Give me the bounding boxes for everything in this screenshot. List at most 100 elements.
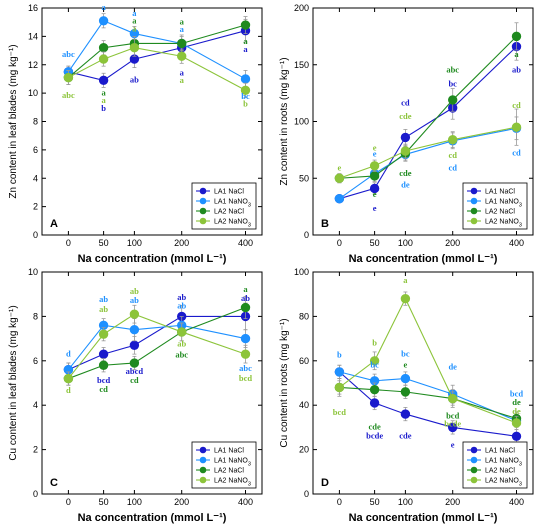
legend-marker [199, 187, 207, 195]
legend-marker [470, 207, 478, 215]
significance-letter: cd [401, 98, 410, 108]
data-point [369, 398, 380, 408]
data-point [400, 373, 411, 384]
panel-letter: D [321, 477, 329, 489]
significance-letter: b [243, 99, 248, 109]
data-point [129, 325, 140, 335]
significance-letter: abc [62, 49, 75, 59]
significance-letter: bc [370, 359, 379, 369]
legend-label: LA1 NaCl [214, 448, 244, 455]
significance-letter: ab [512, 65, 521, 75]
y-tick-label: 0 [33, 230, 38, 240]
plot-frame [312, 271, 534, 495]
series-la2-nano3 [63, 38, 251, 98]
y-tick-label: 6 [33, 145, 38, 155]
significance-letter: a [132, 16, 137, 26]
data-point [63, 373, 74, 384]
x-axis-title: Na concentration (mmol L⁻¹) [78, 253, 227, 265]
data-point [334, 367, 345, 377]
data-point [240, 20, 251, 30]
x-tick-label: 400 [509, 238, 524, 248]
data-point [98, 75, 109, 86]
series-line [339, 297, 517, 424]
data-point [240, 85, 251, 95]
legend-marker [199, 217, 207, 225]
significance-letter: b [101, 103, 106, 113]
series-line [68, 315, 246, 371]
series-la2-nacl [334, 22, 522, 184]
significance-letter: bcde [366, 431, 383, 441]
y-tick-label: 8 [33, 117, 38, 127]
significance-letter: e [373, 149, 377, 159]
data-point [448, 95, 458, 105]
legend-marker [199, 466, 207, 474]
legend-marker [470, 197, 478, 205]
y-tick-label: 12 [28, 60, 38, 70]
significance-letter: e [373, 142, 377, 152]
significance-letter: a [514, 49, 519, 59]
series-line [68, 307, 246, 380]
legend-label: LA1 NaCl [485, 189, 515, 196]
significance-letter: a [243, 36, 248, 46]
x-axis-title: Na concentration (mmol L⁻¹) [349, 512, 498, 524]
significance-letter: a [180, 16, 185, 26]
series-line [339, 126, 517, 179]
data-point [177, 51, 187, 61]
significance-letter: e [338, 162, 342, 172]
x-tick-label: 0 [337, 497, 342, 507]
significance-letter: ab [130, 295, 139, 305]
x-tick-label: 50 [370, 238, 380, 248]
x-tick-label: 50 [370, 497, 380, 507]
y-tick-label: 50 [299, 173, 309, 183]
data-point [369, 161, 380, 171]
x-tick-label: 400 [238, 238, 253, 248]
significance-letter: abc [239, 363, 252, 373]
data-point [400, 146, 411, 156]
significance-letter: b [372, 337, 377, 347]
significance-letter: ab [241, 293, 250, 303]
series-la1-nacl [334, 364, 522, 444]
plot-frame [41, 271, 263, 495]
significance-letter: abc [62, 90, 75, 100]
data-point [240, 302, 251, 313]
y-tick-label: 200 [294, 3, 309, 13]
significance-letter: cd [130, 375, 139, 385]
data-point [98, 43, 109, 53]
significance-letter: cd [99, 384, 108, 394]
legend-label: LA2 NaNO3 [485, 219, 522, 229]
legend-marker [199, 197, 207, 205]
data-point [129, 340, 140, 350]
significance-letter: a [243, 44, 248, 54]
significance-letter: a [180, 24, 185, 34]
panel-d: 0 20 40 60 80 100 0 50 100 200 400 Na concentration… [279, 267, 534, 524]
data-point [448, 393, 458, 404]
y-tick-label: 4 [33, 173, 38, 183]
legend-label: LA2 NaNO3 [214, 478, 251, 488]
data-point [129, 43, 140, 53]
x-tick-label: 100 [127, 238, 142, 248]
x-tick-label: 0 [337, 238, 342, 248]
significance-letter: abc [446, 65, 459, 75]
significance-letter: cd [448, 162, 457, 172]
x-tick-label: 200 [445, 497, 460, 507]
y-tick-label: 0 [304, 489, 309, 499]
significance-letter: bc [401, 348, 410, 358]
data-point [334, 173, 345, 183]
panel-b: 0 50 100 150 200 0 50 100 200 400 Na concentration… [279, 3, 534, 265]
x-tick-label: 50 [99, 238, 109, 248]
significance-letter: d [66, 348, 71, 358]
significance-letter: bcd [446, 411, 460, 421]
y-tick-label: 60 [299, 356, 309, 366]
data-point [334, 193, 345, 204]
data-point [177, 38, 187, 49]
legend-label: LA1 NaNO3 [485, 199, 522, 209]
y-tick-label: 0 [304, 230, 309, 240]
y-tick-label: 2 [33, 202, 38, 212]
significance-letter: de [512, 406, 521, 416]
data-point [129, 358, 140, 368]
series-la1-nacl [334, 32, 522, 204]
legend-marker [199, 446, 207, 454]
